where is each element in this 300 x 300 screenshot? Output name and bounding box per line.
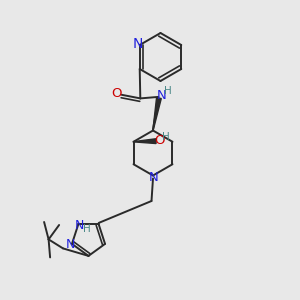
Text: O: O xyxy=(111,87,122,101)
Text: O: O xyxy=(154,134,164,147)
Polygon shape xyxy=(153,98,161,130)
Text: N: N xyxy=(74,219,84,232)
Text: H: H xyxy=(164,86,172,97)
Text: N: N xyxy=(133,38,143,51)
Text: N: N xyxy=(149,171,159,184)
Text: H: H xyxy=(83,224,91,234)
Polygon shape xyxy=(134,139,156,143)
Text: H: H xyxy=(162,132,170,142)
Text: N: N xyxy=(66,238,75,251)
Text: N: N xyxy=(156,88,166,102)
